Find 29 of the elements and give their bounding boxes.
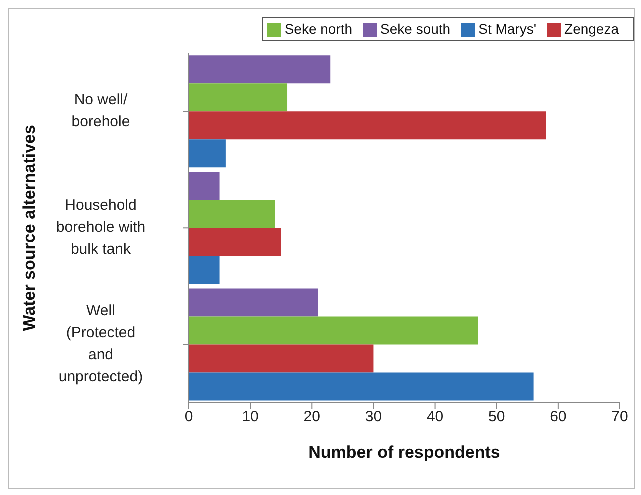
y-tick-label: No well/ borehole [72, 92, 130, 131]
x-tick-label: 30 [365, 408, 382, 426]
y-tick-label: Household borehole with bulk tank [56, 197, 146, 258]
bar [189, 200, 276, 228]
y-axis-title: Water source alternatives [20, 125, 40, 332]
bar [189, 316, 478, 345]
bar [189, 140, 226, 168]
x-tick-label: 0 [184, 408, 194, 426]
legend-label: St Marys' [478, 21, 537, 37]
bar [189, 228, 282, 256]
bar [189, 372, 534, 401]
bar [189, 256, 220, 284]
x-tick-label: 70 [612, 408, 628, 426]
x-tick-label: 50 [488, 408, 506, 426]
bar [189, 56, 331, 84]
bar [189, 288, 318, 317]
x-axis-title: Number of respondents [308, 443, 500, 462]
legend-label: Seke north [284, 21, 353, 37]
bar [189, 172, 220, 200]
bar [189, 112, 546, 140]
legend-label: Zengeza [564, 21, 619, 37]
x-tick-label: 10 [242, 408, 259, 426]
bar [189, 84, 288, 112]
x-tick-label: 40 [426, 408, 444, 426]
legend-label: Seke south [380, 21, 451, 37]
bar [189, 344, 374, 373]
x-tick-label: 60 [550, 408, 567, 426]
x-tick-label: 20 [304, 408, 320, 426]
y-tick-label: Well (Protected and unprotected) [58, 302, 144, 386]
